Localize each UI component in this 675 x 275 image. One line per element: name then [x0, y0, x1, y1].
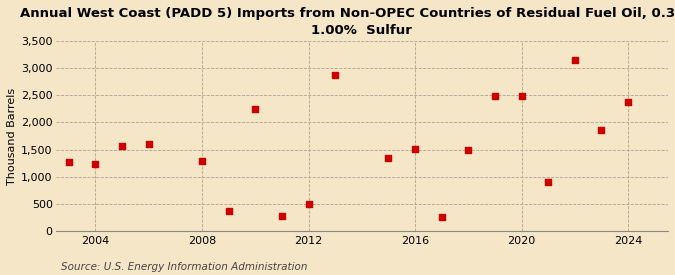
Point — [90, 162, 101, 166]
Point — [489, 94, 500, 98]
Text: Source: U.S. Energy Information Administration: Source: U.S. Energy Information Administ… — [61, 262, 307, 272]
Point — [250, 107, 261, 112]
Point — [463, 147, 474, 152]
Point — [303, 202, 314, 206]
Point — [330, 72, 341, 77]
Point — [196, 159, 207, 163]
Point — [543, 180, 554, 185]
Point — [383, 156, 394, 161]
Point — [570, 58, 580, 62]
Point — [117, 144, 128, 148]
Y-axis label: Thousand Barrels: Thousand Barrels — [7, 87, 17, 185]
Point — [223, 208, 234, 213]
Point — [410, 147, 421, 151]
Point — [143, 142, 154, 146]
Point — [623, 100, 634, 104]
Point — [516, 94, 527, 98]
Title: Annual West Coast (PADD 5) Imports from Non-OPEC Countries of Residual Fuel Oil,: Annual West Coast (PADD 5) Imports from … — [20, 7, 675, 37]
Point — [596, 127, 607, 132]
Point — [63, 160, 74, 164]
Point — [277, 214, 288, 218]
Point — [436, 214, 447, 219]
